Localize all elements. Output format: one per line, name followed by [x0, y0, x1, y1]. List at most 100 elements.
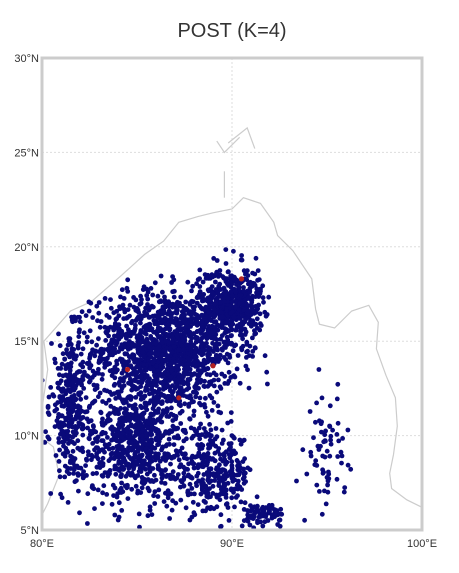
scatter-point-2283: [170, 469, 176, 475]
scatter-point-2717: [72, 441, 77, 446]
scatter-point-2550: [151, 425, 157, 431]
scatter-point-2215: [86, 435, 92, 441]
scatter-point-2320: [173, 380, 179, 385]
scatter-point-2535: [116, 455, 122, 460]
scatter-point-3112: [228, 486, 234, 492]
scatter-point-1335: [220, 347, 225, 353]
scatter-point-1359: [235, 353, 241, 358]
scatter-point-3253: [315, 443, 321, 449]
scatter-point-3222: [334, 396, 340, 402]
scatter-point-23: [96, 336, 101, 342]
scatter-point-809: [116, 313, 122, 319]
scatter-point-2028: [125, 496, 131, 501]
scatter-point-2997: [238, 441, 244, 447]
scatter-point-3250: [345, 462, 351, 468]
scatter-point-2647: [91, 424, 96, 430]
scatter-point-2295: [43, 429, 48, 435]
scatter-point-352: [226, 369, 232, 375]
scatter-point-2516: [121, 449, 127, 455]
scatter-point-2888: [64, 347, 69, 353]
scatter-point-1348: [198, 379, 203, 385]
scatter-point-3131: [193, 480, 199, 486]
scatter-point-2140: [116, 380, 122, 386]
scatter-point-3172: [221, 487, 227, 493]
scatter-point-2968: [191, 465, 197, 471]
scatter-point-1823: [231, 315, 237, 320]
scatter-point-2735: [46, 394, 52, 400]
scatter-point-3165: [197, 453, 203, 459]
scatter-point-3183: [238, 499, 244, 505]
scatter-point-3049: [228, 441, 234, 446]
scatter-point-1280: [104, 347, 110, 352]
scatter-point-1237: [192, 358, 198, 363]
scatter-point-2841: [84, 457, 90, 463]
scatter-point-2662: [72, 372, 78, 378]
scatter-point-2395: [140, 459, 146, 464]
scatter-point-578: [170, 289, 176, 295]
scatter-point-1831: [255, 306, 260, 311]
scatter-point-1372: [185, 356, 191, 361]
scatter-point-2965: [217, 497, 223, 503]
scatter-point-3034: [173, 448, 179, 454]
scatter-point-3020: [229, 463, 235, 468]
scatter-point-2388: [165, 451, 170, 457]
scatter-point-519: [100, 372, 105, 377]
scatter-point-1283: [178, 326, 184, 332]
scatter-point-1037: [145, 289, 151, 295]
scatter-point-3054: [229, 433, 235, 438]
scatter-point-2481: [95, 487, 101, 493]
scatter-point-442: [228, 410, 234, 415]
scatter-point-2254: [105, 470, 111, 476]
scatter-point-3186: [205, 413, 211, 419]
scatter-point-1092: [105, 327, 111, 333]
scatter-point-2428: [116, 451, 121, 456]
scatter-point-1095: [167, 312, 173, 317]
x-tick-label-0: 80°E: [30, 538, 54, 550]
scatter-point-1055: [146, 356, 151, 362]
scatter-point-247: [83, 313, 89, 318]
scatter-point-3330: [245, 508, 251, 514]
scatter-point-3252: [328, 433, 334, 439]
scatter-point-3142: [224, 501, 230, 507]
scatter-point-2862: [65, 500, 71, 505]
scatter-point-2710: [54, 418, 60, 424]
scatter-point-2409: [201, 426, 207, 431]
scatter-point-3228: [339, 453, 345, 459]
scatter-point-2526: [139, 433, 145, 439]
scatter-point-1071: [222, 373, 228, 379]
scatter-point-1854: [244, 277, 250, 283]
scatter-point-1031: [179, 343, 185, 349]
scatter-point-2510: [140, 427, 145, 432]
scatter-point-1265: [152, 280, 158, 286]
scatter-point-3099: [242, 470, 248, 476]
scatter-point-3010: [219, 427, 225, 433]
scatter-point-2798: [66, 471, 72, 477]
scatter-point-2045: [156, 487, 162, 493]
scatter-point-2992: [156, 451, 161, 457]
scatter-point-2865: [42, 440, 48, 445]
scatter-point-1341: [140, 349, 146, 355]
scatter-point-1356: [163, 376, 169, 382]
scatter-point-3078: [207, 422, 213, 427]
scatter-point-917: [133, 297, 139, 303]
scatter-point-1074: [205, 366, 211, 372]
scatter-point-2519: [94, 454, 100, 460]
scatter-point-2274: [83, 463, 88, 468]
scatter-point-2531: [133, 483, 139, 489]
scatter-point-179: [214, 389, 220, 395]
scatter-point-1888: [218, 299, 224, 305]
scatter-point-1129: [150, 313, 156, 319]
scatter-point-1066: [127, 302, 133, 308]
scatter-point-1883: [211, 292, 217, 298]
scatter-point-2873: [76, 411, 82, 417]
scatter-point-2415: [164, 413, 170, 419]
scatter-point-2781: [48, 385, 54, 390]
scatter-point-2557: [147, 451, 153, 456]
scatter-point-2084: [153, 477, 159, 483]
scatter-point-2588: [111, 383, 117, 388]
scatter-point-2791: [72, 385, 78, 391]
scatter-point-2769: [63, 417, 69, 423]
scatter-point-3237: [322, 438, 328, 443]
scatter-point-2482: [155, 442, 160, 448]
scatter-point-2475: [101, 483, 107, 489]
